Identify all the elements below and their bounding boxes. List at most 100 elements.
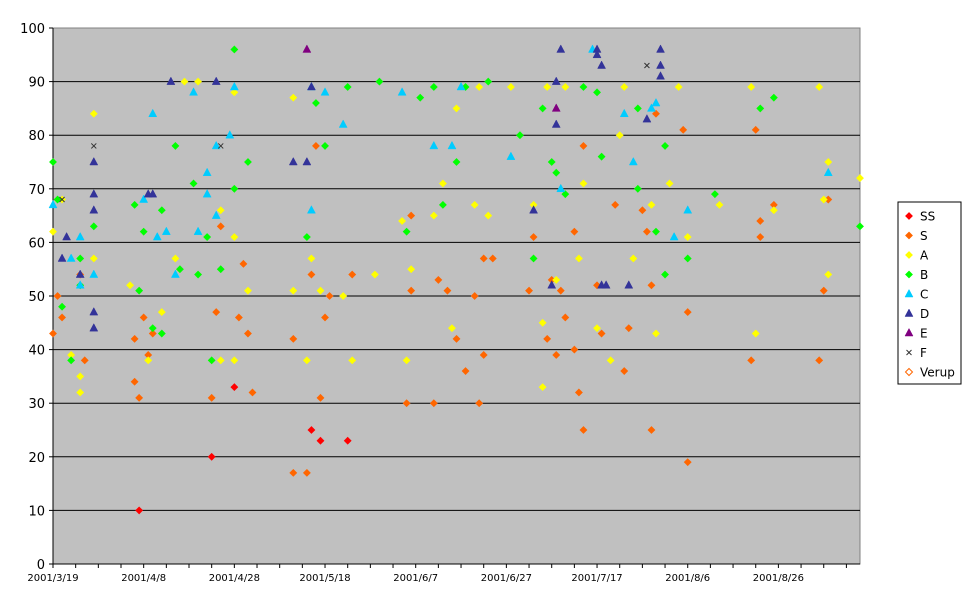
data-point-c (152, 232, 162, 241)
data-point-d (89, 189, 99, 198)
data-point-a (769, 206, 778, 215)
data-point-s (402, 399, 411, 408)
data-point-d (89, 323, 99, 332)
data-point-a (652, 329, 660, 338)
data-point-a (715, 200, 724, 209)
data-point-d (624, 280, 634, 289)
data-point-b (652, 227, 660, 236)
data-point-d (656, 71, 665, 80)
x-tick-label: 2001/4/28 (209, 573, 260, 584)
data-point-d (656, 60, 665, 69)
x-tick-label: 2001/8/6 (665, 573, 710, 584)
data-point-a (157, 308, 166, 317)
data-point-a (230, 233, 239, 241)
legend-label-f: F (920, 346, 927, 360)
data-point-a (475, 83, 484, 91)
data-point-a (89, 109, 98, 118)
data-point-b (633, 104, 642, 113)
y-tick-label: 20 (28, 451, 45, 466)
data-point-c (229, 81, 239, 91)
data-point-s (642, 227, 651, 236)
data-point-a (824, 158, 833, 166)
data-point-a (230, 356, 239, 365)
data-point-a (561, 83, 570, 91)
data-point-c (647, 103, 656, 112)
data-point-s (597, 329, 606, 338)
data-point-d (148, 189, 158, 198)
data-point-d (656, 44, 665, 53)
y-tick-label: 0 (37, 558, 45, 573)
data-point-b (516, 131, 524, 140)
legend-marker-b (905, 270, 913, 279)
data-point-s (819, 286, 828, 295)
data-point-s (479, 351, 488, 359)
data-point-s (624, 324, 633, 333)
legend-label-b: B (920, 268, 928, 282)
data-point-s (130, 377, 139, 386)
data-point-a (574, 254, 583, 263)
data-point-s (475, 399, 484, 408)
legend-marker-verup (904, 367, 914, 377)
data-point-a (289, 286, 298, 295)
x-tick-label: 2001/8/26 (753, 573, 804, 584)
data-point-c (161, 226, 171, 235)
data-point-s (434, 275, 443, 284)
data-point-b (135, 286, 144, 295)
data-point-ss (343, 436, 352, 445)
data-point-b (312, 99, 320, 107)
data-point-d (166, 76, 176, 85)
data-point-f (90, 143, 97, 149)
data-point-a (674, 83, 683, 91)
data-point-s (683, 458, 692, 467)
data-point-a (407, 265, 416, 274)
data-point-s (652, 109, 660, 118)
data-point-s (139, 313, 148, 322)
y-tick-label: 50 (28, 290, 45, 305)
y-tick-label: 80 (28, 129, 45, 144)
data-point-a (620, 83, 629, 91)
data-point-s (53, 292, 62, 300)
y-tick-label: 30 (28, 397, 45, 412)
data-point-b (452, 158, 461, 166)
data-point-a (316, 286, 325, 295)
data-point-s (620, 367, 629, 375)
data-point-b (89, 222, 98, 231)
y-tick-label: 60 (28, 236, 45, 251)
data-point-b (633, 184, 642, 193)
data-point-b (58, 302, 66, 311)
data-point-s (289, 468, 298, 477)
x-axis: 2001/3/19 2001/4/8 2001/4/28 2001/5/18 2001/… (27, 563, 860, 584)
data-point-s (452, 334, 461, 343)
data-point-a (470, 200, 479, 209)
data-point-d (529, 205, 538, 214)
data-point-a (126, 281, 134, 290)
data-point-a (665, 179, 674, 188)
data-point-a (438, 179, 447, 188)
data-point-c (338, 119, 348, 128)
data-point-a (683, 233, 692, 241)
data-point-s (570, 227, 579, 236)
data-point-b (429, 83, 438, 91)
data-point-f (59, 196, 65, 203)
x-tick-label: 2001/6/7 (393, 573, 438, 584)
data-point-b (375, 77, 384, 86)
data-point-s (647, 281, 656, 290)
data-point-d (307, 81, 316, 91)
data-point-s (289, 334, 298, 343)
data-point-b (76, 254, 85, 263)
data-point-a (452, 104, 461, 113)
data-point-a (339, 292, 348, 300)
data-point-f (217, 143, 224, 149)
data-point-s (302, 468, 311, 477)
data-point-s (234, 313, 243, 322)
data-point-c (211, 210, 221, 219)
data-point-s (307, 270, 316, 279)
data-point-ss (135, 506, 144, 515)
data-point-s (683, 308, 692, 317)
data-point-s (80, 356, 89, 365)
data-point-s (815, 356, 824, 365)
data-point-s (561, 313, 570, 322)
data-point-c (48, 199, 58, 209)
